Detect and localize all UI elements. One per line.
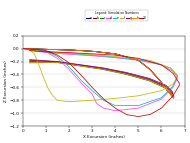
Y-axis label: Z Excursion (inches): Z Excursion (inches) <box>4 60 8 102</box>
Legend: a, b, c, d, e, f, g, h, 20: a, b, c, d, e, f, g, h, 20 <box>85 10 148 21</box>
X-axis label: X Excursion (inches): X Excursion (inches) <box>83 135 125 139</box>
